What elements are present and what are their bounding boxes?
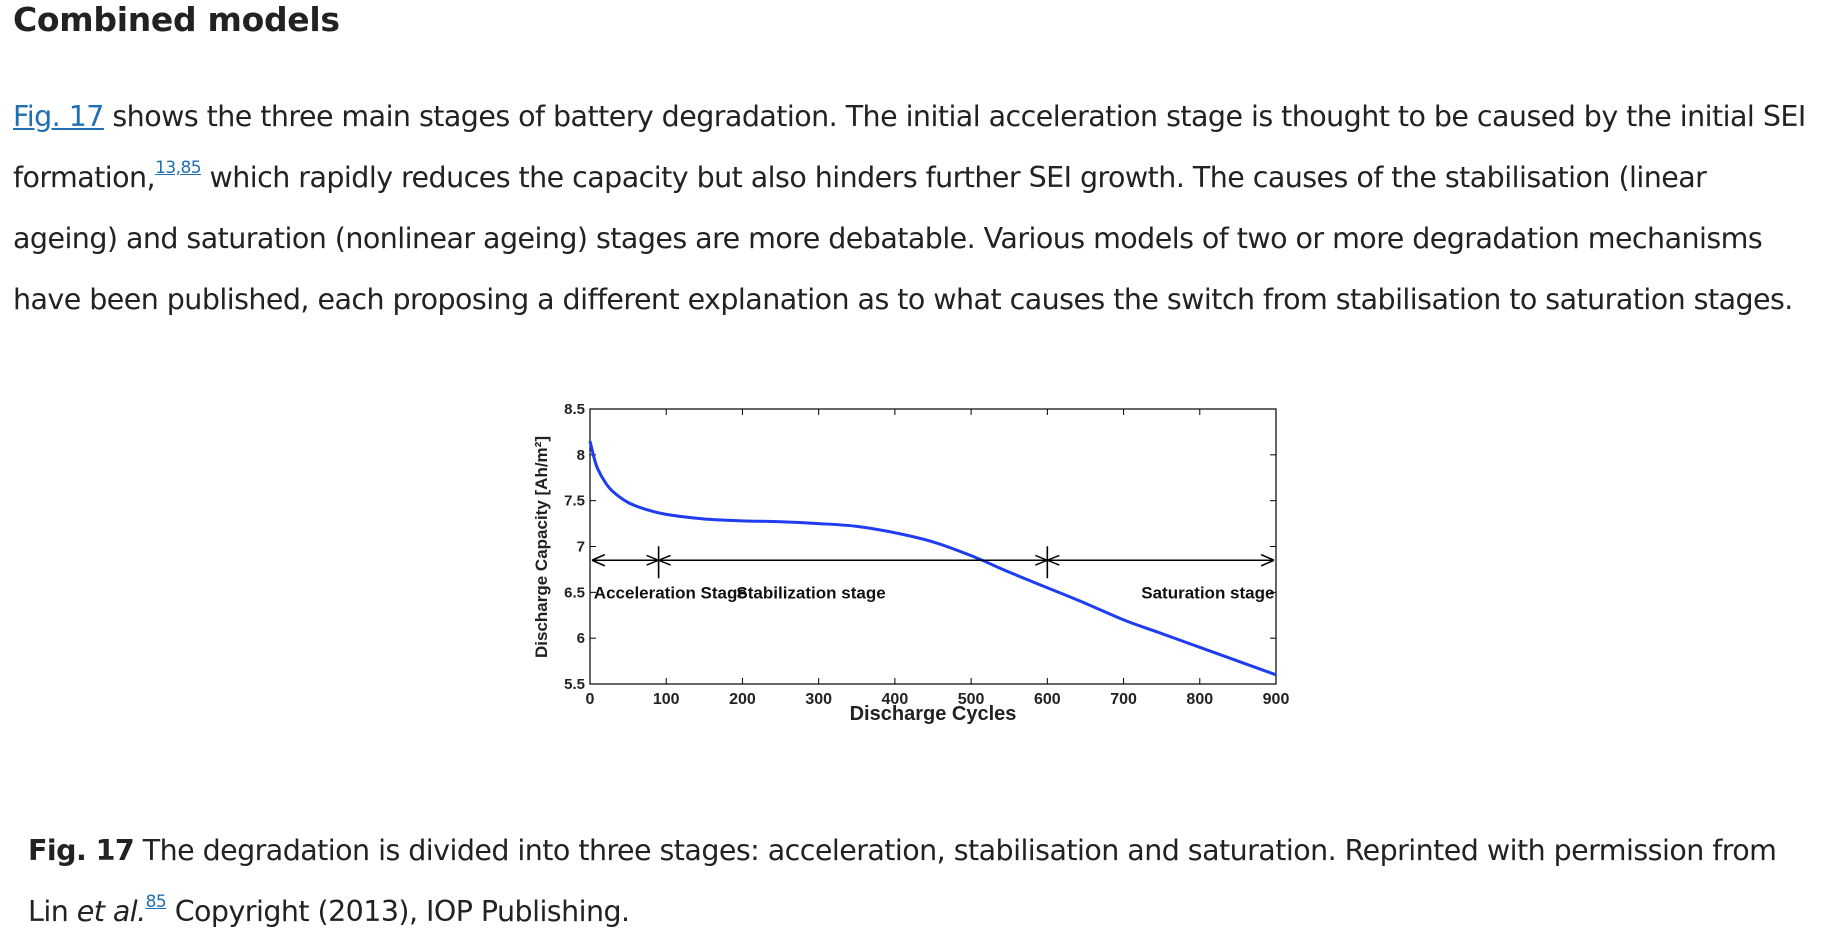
stage-label: Stabilization stage	[736, 583, 885, 602]
x-tick-label: 0	[586, 691, 595, 708]
caption-text: The degradation is divided into three st…	[28, 834, 1777, 928]
x-tick-label: 200	[729, 691, 756, 708]
arrowhead-left	[591, 553, 606, 567]
paragraph-text-1: shows the three main stages of battery d…	[13, 100, 1806, 194]
x-tick-label: 800	[1186, 691, 1213, 708]
x-tick-label: 700	[1110, 691, 1137, 708]
reference-link[interactable]: 13,85	[155, 158, 201, 178]
y-tick-label: 6.5	[564, 584, 585, 601]
degradation-curve	[588, 440, 1277, 677]
x-tick-label: 600	[1034, 691, 1061, 708]
stage-label: Acceleration Stage	[594, 583, 747, 602]
y-tick-label: 5.5	[564, 676, 585, 693]
chart-svg: 0 100 200 300 400 500 600 700 800 900 5.5 6 6.5 7 7.5…	[532, 401, 1290, 725]
caption-label: Fig. 17	[28, 834, 135, 867]
section-title: Combined models	[13, 0, 340, 39]
stage-boundary-arrowheads	[1035, 554, 1060, 566]
x-tick-label: 300	[805, 691, 832, 708]
caption-reference-link[interactable]: 85	[145, 892, 167, 912]
x-axis-label: Discharge Cycles	[850, 703, 1017, 725]
figure-link[interactable]: Fig. 17	[13, 100, 104, 133]
x-tick-label: 400	[882, 691, 909, 708]
y-tick-label: 6	[577, 630, 585, 647]
figure-caption: Fig. 17 The degradation is divided into …	[28, 820, 1818, 942]
x-tick-label: 500	[958, 691, 985, 708]
paragraph-text-2: which rapidly reduces the capacity but a…	[13, 161, 1793, 316]
stage-boundary-arrowheads	[646, 554, 671, 566]
y-axis-label: Discharge Capacity [Ah/m²]	[532, 436, 551, 658]
plot-frame	[589, 408, 1277, 685]
arrowhead-right	[1260, 553, 1275, 567]
y-tick-label: 7	[577, 539, 585, 556]
y-tick-label: 7.5	[564, 493, 585, 510]
body-paragraph: Fig. 17 shows the three main stages of b…	[13, 86, 1813, 330]
figure-chart: 0 100 200 300 400 500 600 700 800 900 5.5 6 6.5 7 7.5…	[525, 401, 1325, 797]
caption-et-al: et al.	[76, 895, 146, 928]
y-tick-label: 8	[577, 447, 585, 464]
x-tick-label: 100	[653, 691, 680, 708]
stage-label: Saturation stage	[1141, 583, 1274, 602]
caption-text-2: Copyright (2013), IOP Publishing.	[166, 895, 630, 928]
x-tick-label: 900	[1263, 691, 1290, 708]
y-tick-label: 8.5	[564, 402, 585, 418]
